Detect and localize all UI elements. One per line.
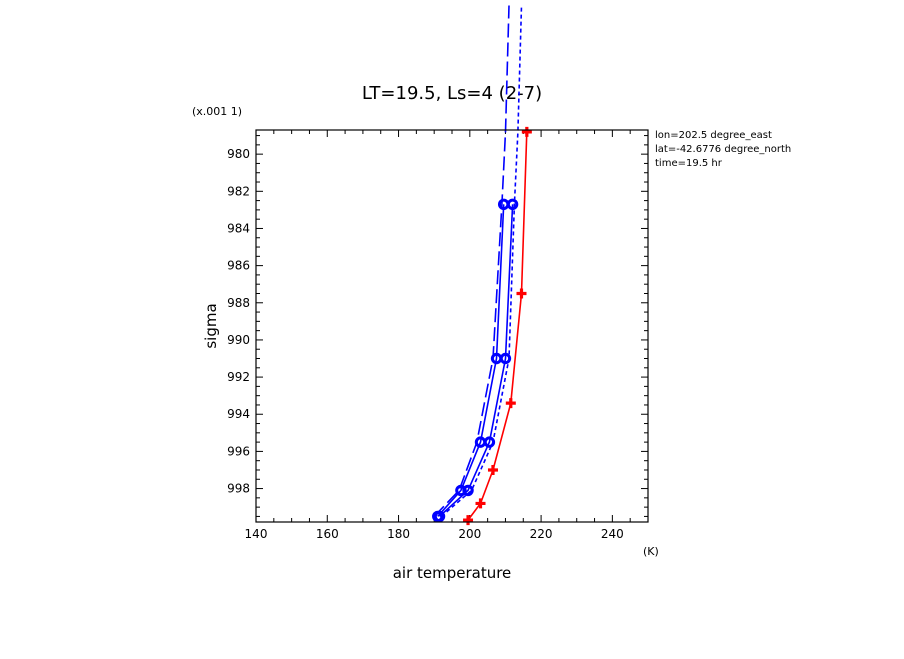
data-point-plus	[516, 288, 527, 299]
y-tick-label: 998	[227, 482, 250, 496]
data-point-circle	[462, 484, 474, 497]
y-tick-label: 990	[227, 333, 250, 347]
y-tick-label: 980	[227, 147, 250, 161]
data-point-circle	[506, 198, 519, 211]
y-tick-label: 984	[227, 221, 250, 235]
y-tick-label: 996	[227, 444, 250, 458]
y-scale-note: (x.001 1)	[192, 105, 242, 118]
info-line-time: time=19.5 hr	[655, 158, 723, 169]
plot-frame	[255, 129, 649, 523]
y-tick-label: 988	[227, 296, 250, 310]
data-point-circle	[499, 352, 512, 365]
y-tick-label: 994	[227, 407, 250, 421]
data-point-plus	[463, 515, 474, 526]
data-point-plus	[521, 126, 532, 137]
data-point-plus	[487, 464, 498, 475]
chart-title: LT=19.5, Ls=4 (2-7)	[362, 83, 542, 104]
info-line-lon: lon=202.5 degree_east	[655, 130, 772, 141]
x-tick-label: 140	[245, 527, 268, 541]
x-tick-label: 200	[458, 527, 481, 541]
marker-layer	[432, 126, 532, 526]
data-point-plus	[475, 498, 486, 509]
x-tick-label: 160	[316, 527, 339, 541]
x-axis-unit: (K)	[643, 545, 659, 558]
y-tick-label: 986	[227, 259, 250, 273]
axes: 140 160 180 200 220 240 980 982 984 986 988 990 992 9…	[227, 130, 649, 541]
data-point-circle	[433, 510, 446, 523]
y-tick-label: 982	[227, 184, 250, 198]
info-line-lat: lat=-42.6776 degree_north	[655, 144, 791, 155]
data-point-plus	[505, 398, 516, 409]
series-line-3	[438, 204, 514, 517]
series-line-1	[467, 131, 528, 521]
data-point-circle	[483, 436, 496, 448]
x-tick-label: 220	[530, 527, 553, 541]
x-tick-label: 180	[387, 527, 410, 541]
y-tick-label: 992	[227, 370, 250, 384]
series-line-2	[437, 204, 505, 517]
x-axis-label: air temperature	[393, 564, 512, 582]
x-tick-label: 240	[601, 527, 624, 541]
y-axis-label: sigma	[202, 303, 220, 348]
